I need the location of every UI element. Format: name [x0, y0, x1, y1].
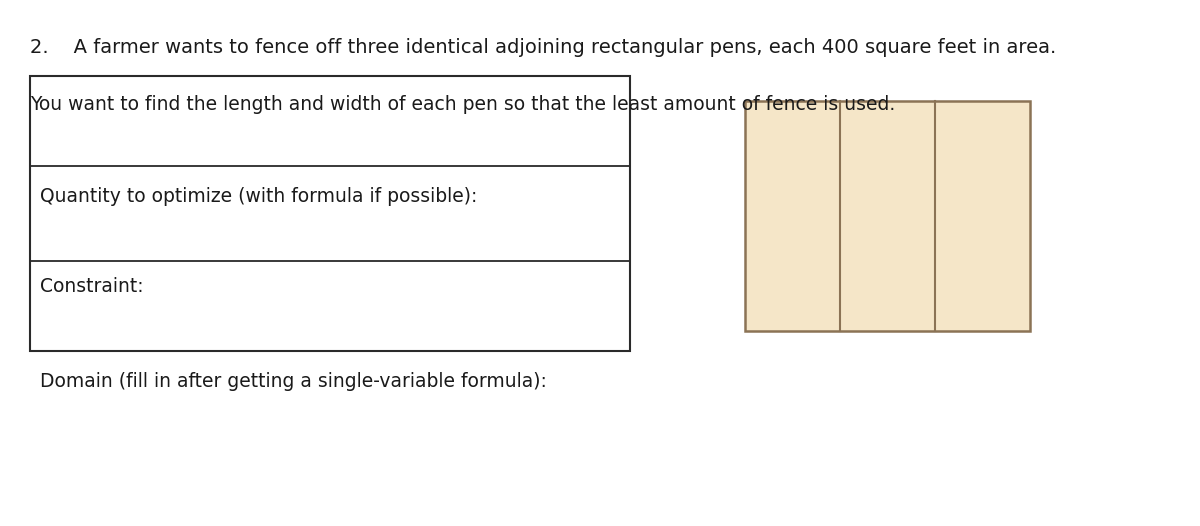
Text: You want to find the length and width of each pen so that the least amount of fe: You want to find the length and width of… — [30, 95, 895, 114]
Bar — [30, 76, 630, 351]
Text: Quantity to optimize (with formula if possible):: Quantity to optimize (with formula if po… — [40, 187, 478, 206]
Bar — [745, 101, 1030, 331]
Text: Domain (fill in after getting a single-variable formula):: Domain (fill in after getting a single-v… — [40, 372, 547, 391]
Text: 2.    A farmer wants to fence off three identical adjoining rectangular pens, ea: 2. A farmer wants to fence off three ide… — [30, 38, 1056, 57]
Text: Constraint:: Constraint: — [40, 277, 144, 296]
